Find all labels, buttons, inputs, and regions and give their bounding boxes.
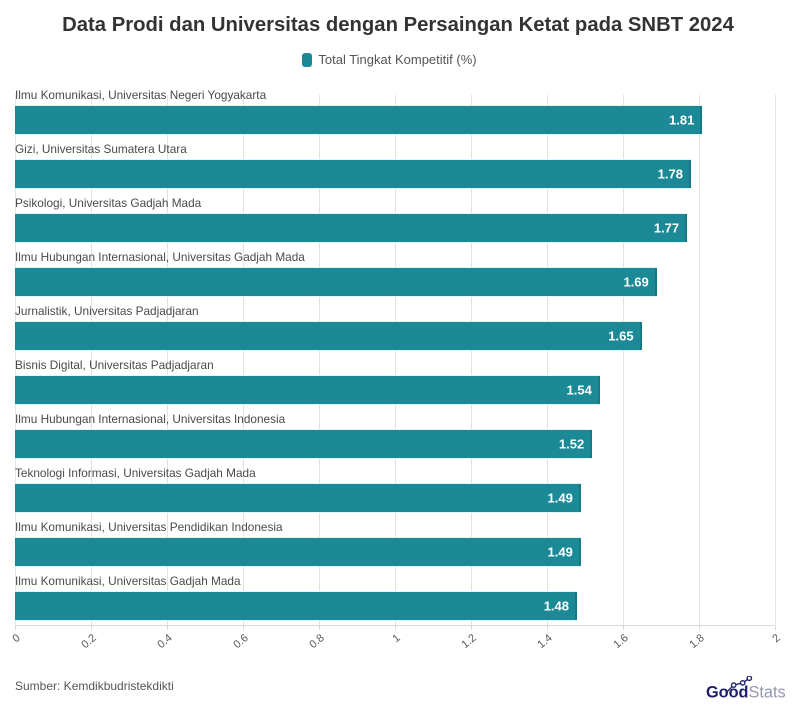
svg-text:GoodStats: GoodStats	[706, 684, 786, 700]
